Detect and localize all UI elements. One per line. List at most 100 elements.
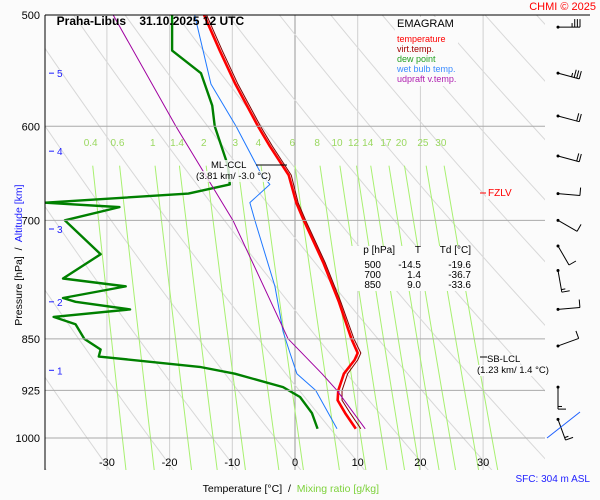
wind-barb-flag <box>579 187 582 196</box>
wind-barb-flag <box>575 330 580 339</box>
y-axis-pressure: Pressure [hPa] <box>13 256 25 326</box>
chart-title: Praha-Libus 31.10.2025 12 UTC <box>50 0 244 28</box>
mixing-ratio-line <box>339 165 388 470</box>
mixing-ratio-label: 8 <box>314 138 320 149</box>
mixing-ratio-line <box>355 165 406 470</box>
mixing-ratio-label: 1 <box>150 138 156 149</box>
mixing-ratio-line <box>294 165 340 470</box>
altitude-tick-label: 3 <box>57 225 63 236</box>
mixing-ratio-label: 12 <box>348 138 360 149</box>
fzlv-text: FZLV <box>488 188 512 199</box>
dry-adiabat <box>278 15 545 327</box>
x-axis-mixing-ratio: Mixing ratio [g/kg] <box>296 483 380 495</box>
dry-adiabat <box>45 125 302 470</box>
ml-ccl-label: ML-CCL <box>211 160 247 171</box>
mixing-ratio-line <box>403 165 457 470</box>
values-table: p [hPa] T Td [°C] 500 -14.5 -19.6 700 1.4 -36… <box>345 246 471 291</box>
wind-barb-shaft <box>557 115 580 123</box>
sfc-label: SFC: 304 m ASL <box>515 474 590 485</box>
x-tick-label: -20 <box>162 457 178 469</box>
mixing-ratio-line <box>370 165 421 470</box>
altitude-tick-label: 5 <box>57 69 63 80</box>
wind-barb-flag <box>573 69 577 78</box>
mixing-ratio-line <box>260 165 304 470</box>
wind-barb-shaft <box>557 72 580 80</box>
table-cell: 1.4 <box>407 270 421 281</box>
x-tick-label: 10 <box>352 457 364 469</box>
dry-adiabat <box>45 47 366 470</box>
wind-barb-shaft <box>557 245 570 266</box>
mixing-ratio-line <box>178 165 218 470</box>
mixing-ratio-line <box>388 165 440 470</box>
mixing-ratio-line <box>443 165 499 470</box>
mixing-ratio-line <box>154 165 193 470</box>
dry-adiabat <box>45 376 111 470</box>
wind-barb-flag <box>561 290 570 293</box>
y-tick-label: 925 <box>22 385 40 397</box>
mixing-ratio-label: 14 <box>362 138 374 149</box>
ml-ccl-detail: (3.81 km/ -3.0 °C) <box>196 171 272 182</box>
copyright: CHMI © 2025 <box>529 1 596 13</box>
legend: EMAGRAM temperature virt.temp. dew point… <box>395 17 459 86</box>
mixing-ratio-line <box>92 165 127 470</box>
table-cell: -19.6 <box>448 260 471 271</box>
dry-adiabat <box>565 0 600 485</box>
sb-lcl-label: SB-LCL <box>487 354 521 365</box>
dry-adiabat <box>45 289 175 470</box>
dry-adiabat <box>175 15 545 460</box>
y-axis-label: Pressure [hPa] / Altitude [km] <box>13 184 25 326</box>
mixing-ratio-line <box>205 165 246 470</box>
dry-adiabat <box>381 15 545 201</box>
wind-barb-flag <box>568 260 577 266</box>
mixing-ratio-label: 0.4 <box>84 138 98 149</box>
x-tick-label: 0 <box>292 457 298 469</box>
dry-adiabat <box>45 205 238 470</box>
y-tick-label: 850 <box>22 334 40 346</box>
profile-virt-temp- <box>206 15 362 430</box>
table-cell: 9.0 <box>407 280 421 291</box>
wind-barb-flag <box>576 224 582 232</box>
wind-barb-flag <box>578 153 582 162</box>
mixing-ratio-label: 1.4 <box>170 138 184 149</box>
x-tick-label: 30 <box>477 457 489 469</box>
table-cell: 700 <box>364 270 381 281</box>
table-row: 850 9.0 -33.6 <box>345 281 471 291</box>
wind-barb-half <box>564 435 569 439</box>
altitude-tick-label: 1 <box>57 366 63 377</box>
datetime: 31.10.2025 12 UTC <box>139 14 245 28</box>
legend-virt-temp: virt.temp. <box>397 44 435 54</box>
y-tick-label: 600 <box>22 121 40 133</box>
wind-barb-flag <box>576 70 580 79</box>
wind-barb-flag <box>578 113 582 122</box>
wind-barb-shaft <box>557 306 580 310</box>
legend-title: EMAGRAM <box>397 18 454 30</box>
y-tick-label: 700 <box>22 215 40 227</box>
table-cell: -14.5 <box>398 260 421 271</box>
legend-dew-point: dew point <box>397 54 436 64</box>
wind-barb-flag <box>578 299 581 308</box>
dry-adiabat <box>330 15 545 263</box>
wind-barb-half <box>571 72 574 77</box>
wind-barb-half <box>561 288 566 291</box>
table-cell: 500 <box>364 260 381 271</box>
y-tick-label: 1000 <box>16 433 40 445</box>
mixing-ratio-label: 20 <box>396 138 408 149</box>
mixing-ratio-label: 0.6 <box>111 138 125 149</box>
wind-barb-flag <box>576 153 580 162</box>
legend-wet-bulb: wet bulb temp. <box>397 64 456 74</box>
wind-barb-shaft <box>557 337 579 347</box>
x-axis-temperature: Temperature [°C] <box>202 483 283 495</box>
legend-updraft: udpraft v.temp. <box>397 74 457 84</box>
mixing-ratio-label: 3 <box>232 138 238 149</box>
altitude-tick-label: 4 <box>57 147 63 158</box>
wind-barb-shaft <box>557 219 578 232</box>
dry-adiabat <box>432 15 545 141</box>
table-header-p: p [hPa] <box>363 245 395 256</box>
mixing-ratio-label: 4 <box>256 138 262 149</box>
mixing-ratio-label: 2 <box>201 138 207 149</box>
dry-adiabat <box>73 15 429 470</box>
y-axis-altitude: Altitude [km] <box>13 184 25 243</box>
mixing-ratio-line <box>319 165 367 470</box>
